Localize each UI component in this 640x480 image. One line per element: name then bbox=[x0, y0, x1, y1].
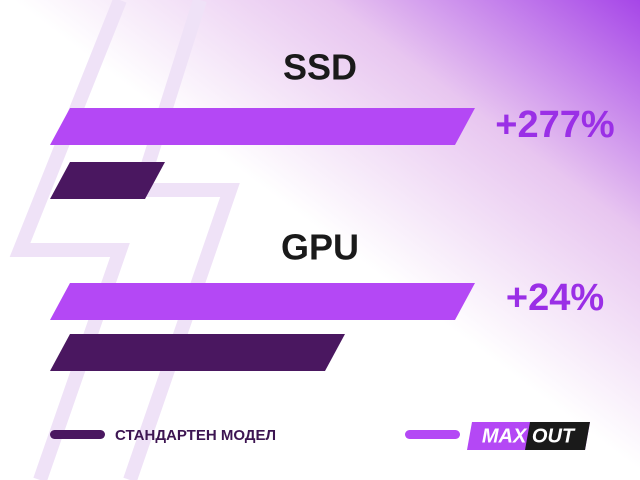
bar bbox=[50, 334, 345, 371]
legend-swatch bbox=[50, 430, 105, 439]
legend-logo: MAX OUT bbox=[482, 425, 576, 447]
legend: СТАНДАРТЕН МОДЕЛ MAX OUT bbox=[50, 422, 590, 450]
bar bbox=[50, 162, 165, 199]
logo-bg bbox=[525, 422, 590, 450]
category-label: SSD bbox=[283, 47, 357, 88]
bar bbox=[50, 283, 475, 320]
annotation: +24% bbox=[506, 277, 604, 319]
annotation: +277% bbox=[495, 104, 614, 146]
bar bbox=[50, 108, 475, 145]
category-label: GPU bbox=[281, 227, 359, 268]
legend-swatch bbox=[405, 430, 460, 439]
legend-label: СТАНДАРТЕН МОДЕЛ bbox=[115, 427, 276, 444]
